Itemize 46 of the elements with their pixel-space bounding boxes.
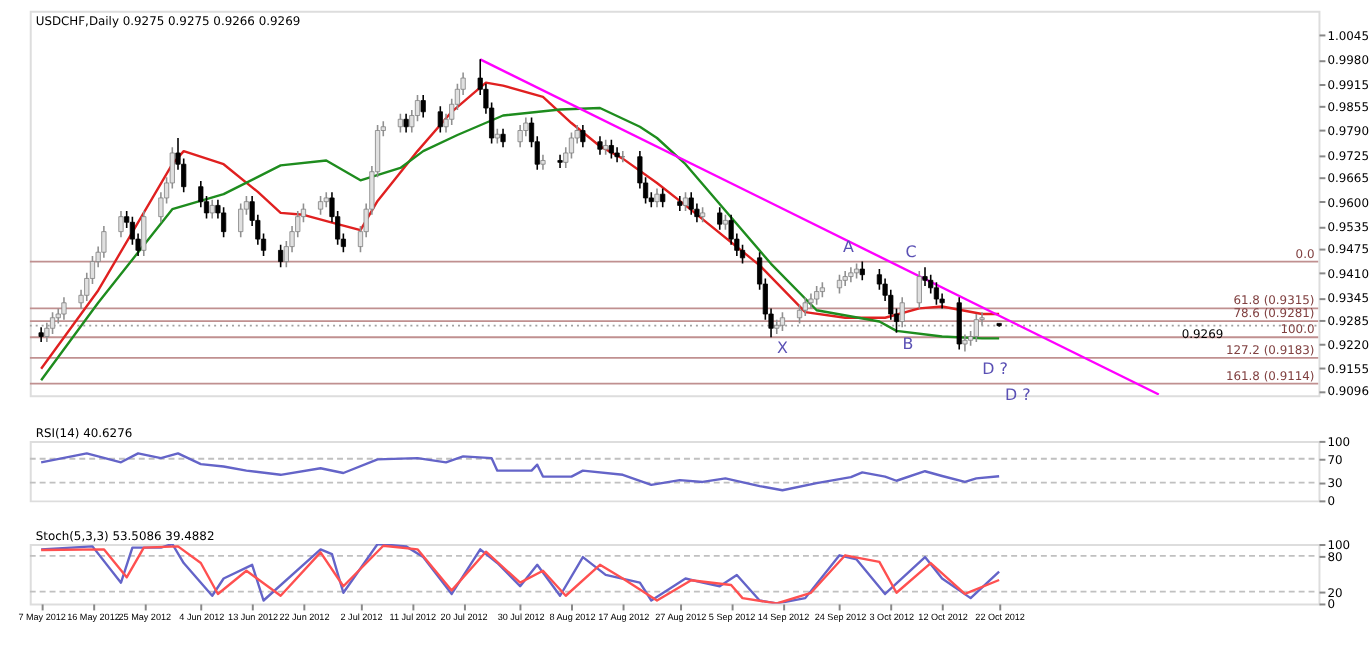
candlestick xyxy=(916,270,922,310)
annotation: D ? xyxy=(982,359,1008,378)
candlestick xyxy=(973,313,979,343)
candlestick xyxy=(899,296,905,328)
candlestick xyxy=(403,112,409,134)
annotation: D ? xyxy=(1005,385,1031,404)
candlestick xyxy=(717,206,723,231)
candlestick xyxy=(61,296,67,321)
candlestick xyxy=(796,303,803,325)
candlestick xyxy=(397,112,403,134)
candlestick xyxy=(660,187,666,209)
candlestick xyxy=(557,154,563,169)
candlestick xyxy=(568,131,575,160)
candlestick xyxy=(608,139,614,160)
candlestick xyxy=(437,105,443,134)
candlestick xyxy=(420,94,426,119)
line-series xyxy=(39,452,1001,492)
candlestick xyxy=(278,243,284,269)
annotation: X xyxy=(776,339,789,358)
candlestick xyxy=(597,135,603,156)
candlestick xyxy=(859,260,865,282)
candlestick xyxy=(933,281,939,306)
annotation: B xyxy=(902,334,914,353)
candlestick xyxy=(500,127,506,149)
candlestick xyxy=(209,199,215,220)
line-series xyxy=(39,544,1001,604)
candlestick xyxy=(802,296,808,317)
candlestick xyxy=(956,296,962,351)
candlestick xyxy=(682,191,689,212)
candlestick xyxy=(141,210,147,257)
candlestick xyxy=(688,191,694,216)
candlestick xyxy=(922,266,928,287)
candlestick xyxy=(49,311,56,335)
candlestick xyxy=(238,202,244,239)
candlestick xyxy=(118,210,124,239)
candlestick xyxy=(654,187,660,209)
candlestick xyxy=(779,311,786,332)
candlestick xyxy=(517,124,523,149)
candlestick xyxy=(317,195,324,216)
annotation: C xyxy=(905,243,918,262)
candlestick xyxy=(101,225,107,259)
annotation: A xyxy=(842,237,855,256)
candlestick xyxy=(814,285,820,306)
candlestick xyxy=(580,124,586,149)
candlestick xyxy=(836,273,843,295)
candlestick xyxy=(221,206,227,239)
